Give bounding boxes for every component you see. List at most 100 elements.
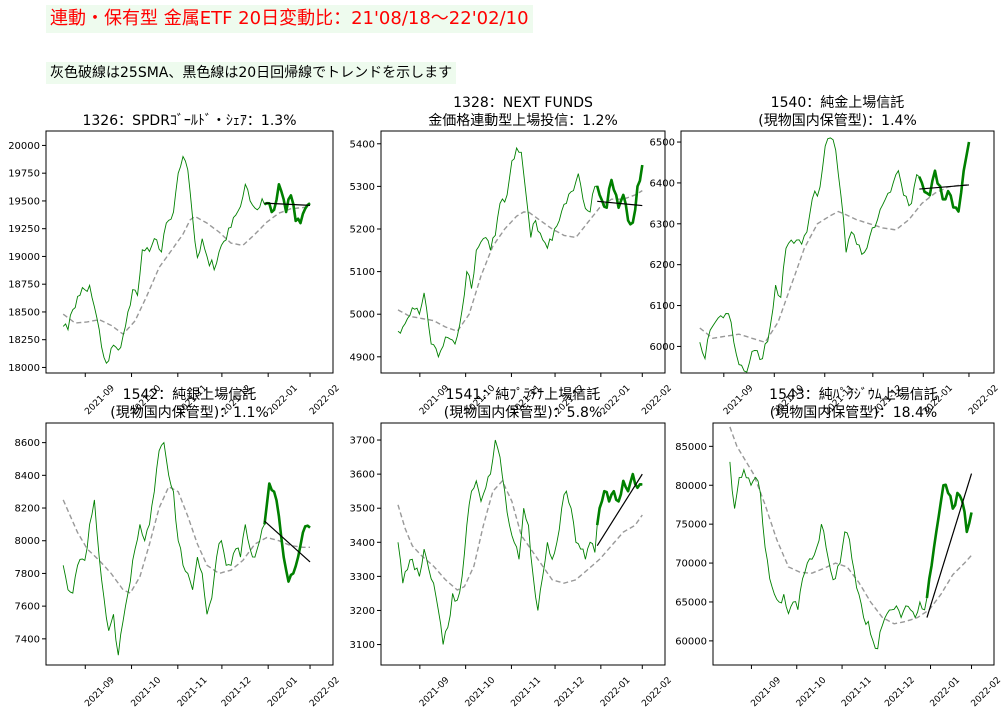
price-line-recent bbox=[595, 472, 643, 526]
chart-panel-4: 1542：純銀上場信託 (現物国内保管型)：1.1% 7400 7600 7800 800… bbox=[15, 387, 342, 709]
x-tick-label: 2022-02 bbox=[970, 675, 1004, 709]
x-tick-label: 2021-09 bbox=[722, 383, 756, 417]
y-tick-label: 85000 bbox=[675, 442, 707, 453]
y-tick-label: 5000 bbox=[350, 310, 375, 321]
x-tick-label: 2021-10 bbox=[795, 675, 829, 709]
x-tick-label: 2022-01 bbox=[266, 675, 300, 709]
price-line-recent bbox=[263, 183, 311, 225]
x-tick-label: 2021-11 bbox=[176, 675, 210, 709]
price-line-recent bbox=[263, 482, 311, 583]
x-tick-label: 2021-11 bbox=[840, 675, 874, 709]
x-tick-label: 2022-02 bbox=[640, 675, 674, 709]
y-tick-label: 8400 bbox=[15, 471, 40, 482]
y-tick-label: 8000 bbox=[15, 536, 40, 547]
plot-frame bbox=[45, 130, 334, 374]
y-tick-label: 8200 bbox=[15, 504, 40, 515]
chart-panel-1: 1326：SPDRｺﾞｰﾙﾄﾞ・ｼｪｱ：1.3% 18000 18250 18500 1… bbox=[8, 113, 342, 417]
chart-title: 1542：純銀上場信託 bbox=[123, 387, 257, 403]
x-tick-label: 2021-10 bbox=[130, 675, 164, 709]
y-tick-label: 3600 bbox=[350, 470, 375, 481]
price-line bbox=[397, 439, 643, 645]
y-tick-label: 80000 bbox=[675, 481, 707, 492]
trend-line bbox=[596, 473, 643, 547]
chart-title: (現物国内保管型)：5.8% bbox=[444, 405, 603, 421]
y-tick-label: 75000 bbox=[675, 520, 707, 531]
plot-frame bbox=[45, 422, 334, 666]
y-tick-label: 3400 bbox=[350, 538, 375, 549]
y-tick-label: 18250 bbox=[8, 335, 40, 346]
y-tick-label: 19250 bbox=[8, 224, 40, 235]
chart-panel-3: 1540：純金上場信託 (現物国内保管型)：1.4% 6000 6100 6200 630… bbox=[650, 95, 1001, 417]
y-tick-label: 6300 bbox=[650, 219, 675, 230]
chart-panel-6: 1543：純ﾊﾟﾗｼﾞｳﾑ上場信託 (現物国内保管型)：18.4% 60000 650… bbox=[675, 387, 1003, 709]
y-tick-label: 19000 bbox=[8, 252, 40, 263]
y-tick-label: 3200 bbox=[350, 606, 375, 617]
price-line bbox=[729, 461, 972, 650]
y-tick-label: 70000 bbox=[675, 559, 707, 570]
trend-line bbox=[597, 200, 643, 207]
y-tick-label: 20000 bbox=[8, 141, 40, 152]
x-tick-label: 2022-02 bbox=[308, 383, 342, 417]
chart-title: (現物国内保管型)：18.4% bbox=[770, 405, 937, 421]
plot-frame bbox=[380, 422, 666, 666]
plot-frame bbox=[712, 422, 995, 666]
sma-line bbox=[62, 485, 310, 595]
x-tick-label: 2021-12 bbox=[220, 675, 254, 709]
chart-title: (現物国内保管型)：1.1% bbox=[110, 405, 269, 421]
y-tick-label: 18000 bbox=[8, 363, 40, 374]
x-tick-label: 2022-01 bbox=[929, 675, 963, 709]
x-tick-label: 2022-02 bbox=[308, 675, 342, 709]
y-tick-label: 5400 bbox=[350, 139, 375, 150]
chart-panel-5: 1541：純ﾌﾟﾗﾁﾅ上場信託 (現物国内保管型)：5.8% 3100 3200 330… bbox=[350, 387, 674, 709]
y-tick-label: 18500 bbox=[8, 307, 40, 318]
price-line bbox=[397, 146, 643, 359]
y-tick-label: 5300 bbox=[350, 182, 375, 193]
x-tick-label: 2021-09 bbox=[418, 675, 452, 709]
y-tick-label: 4900 bbox=[350, 352, 375, 363]
sma-line bbox=[729, 426, 973, 625]
chart-title: 1328：NEXT FUNDS bbox=[453, 95, 593, 111]
x-tick-label: 2022-02 bbox=[640, 383, 674, 417]
plot-frame bbox=[680, 130, 995, 374]
price-line-recent bbox=[595, 164, 644, 226]
x-tick-label: 2021-12 bbox=[553, 675, 587, 709]
chart-title: 1326：SPDRｺﾞｰﾙﾄﾞ・ｼｪｱ：1.3% bbox=[82, 113, 296, 129]
x-tick-label: 2021-11 bbox=[509, 675, 543, 709]
trend-line bbox=[919, 184, 970, 190]
x-tick-label: 2021-09 bbox=[749, 675, 783, 709]
y-tick-label: 8600 bbox=[15, 438, 40, 449]
sma-line bbox=[699, 184, 969, 344]
page-subtitle: 灰色破線は25SMA、黒色線は20日回帰線でトレンドを示します bbox=[46, 62, 457, 84]
price-line bbox=[699, 137, 970, 373]
price-line-recent bbox=[918, 141, 971, 213]
chart-panel-2: 1328：NEXT FUNDS 金価格連動型上場投信：1.2% 4900 5000 51… bbox=[350, 95, 674, 417]
chart-title: 1543：純ﾊﾟﾗｼﾞｳﾑ上場信託 bbox=[769, 387, 938, 403]
y-tick-label: 19750 bbox=[8, 169, 40, 180]
y-tick-label: 7800 bbox=[15, 569, 40, 580]
trend-line bbox=[926, 473, 973, 618]
y-tick-label: 3700 bbox=[350, 436, 375, 447]
y-tick-label: 6000 bbox=[650, 342, 675, 353]
y-tick-label: 6100 bbox=[650, 301, 675, 312]
y-tick-label: 7400 bbox=[15, 634, 40, 645]
sma-line bbox=[397, 190, 643, 333]
x-tick-label: 2022-01 bbox=[266, 383, 300, 417]
chart-title: 1540：純金上場信託 bbox=[771, 95, 905, 111]
chart-title: 金価格連動型上場投信：1.2% bbox=[428, 113, 618, 129]
x-tick-label: 2021-09 bbox=[83, 675, 117, 709]
x-tick-label: 2022-01 bbox=[599, 383, 633, 417]
y-tick-label: 18750 bbox=[8, 280, 40, 291]
x-tick-label: 2021-10 bbox=[464, 675, 498, 709]
x-tick-label: 2022-01 bbox=[599, 675, 633, 709]
y-tick-label: 3100 bbox=[350, 640, 375, 651]
sma-line bbox=[62, 205, 311, 336]
x-tick-label: 2022-02 bbox=[967, 383, 1001, 417]
price-line bbox=[62, 441, 311, 656]
y-tick-label: 6500 bbox=[650, 138, 675, 149]
page-title: 連動・保有型 金属ETF 20日変動比：21'08/18～22'02/10 bbox=[46, 5, 533, 33]
y-tick-label: 65000 bbox=[675, 597, 707, 608]
y-tick-label: 3500 bbox=[350, 504, 375, 515]
chart-title: 1541：純ﾌﾟﾗﾁﾅ上場信託 bbox=[446, 387, 601, 403]
y-tick-label: 60000 bbox=[675, 636, 707, 647]
